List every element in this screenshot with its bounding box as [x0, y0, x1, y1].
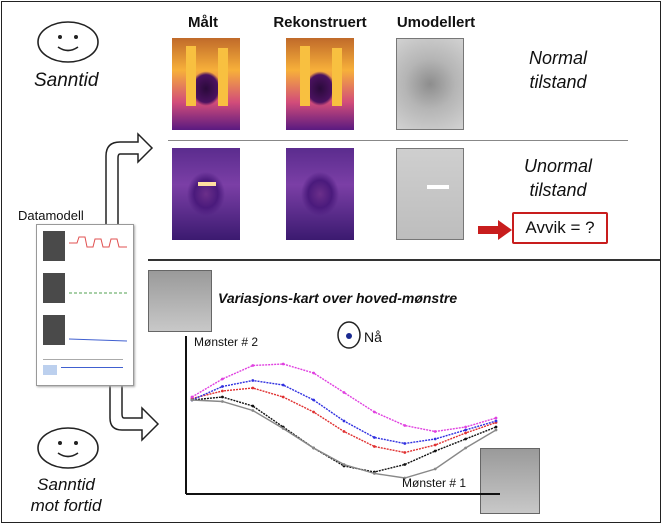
chart-point	[433, 467, 437, 471]
measured-normal-image	[172, 38, 240, 130]
chart-point	[312, 371, 315, 375]
chart-point	[403, 424, 407, 427]
chart-point	[251, 379, 255, 382]
abnormal-state-line2: tilstand	[529, 180, 587, 200]
chart-point	[403, 476, 407, 480]
chart-point	[190, 398, 194, 402]
chart-point	[464, 428, 467, 432]
chart-point	[433, 449, 437, 453]
chart-point	[251, 404, 255, 408]
chart-title: Variasjons-kart over hoved-mønstre	[218, 290, 458, 306]
now-label: Nå	[364, 329, 382, 345]
chart-point	[403, 451, 407, 454]
chart-point	[464, 425, 467, 429]
chart-point	[494, 425, 498, 429]
chart-point	[373, 410, 376, 414]
realtime-past-line2: mot fortid	[30, 496, 102, 515]
chart-point	[221, 377, 224, 381]
axis-x-label: Mønster # 1	[402, 476, 467, 490]
section-divider	[148, 259, 660, 261]
deviation-box: Avvik = ?	[512, 212, 608, 244]
unmodelled-abnormal-image	[396, 148, 464, 240]
normal-state-label: Normal tilstand	[508, 46, 608, 94]
curved-arrow-icon	[105, 132, 154, 231]
unmodelled-normal-image	[396, 38, 464, 130]
chart-point	[342, 463, 346, 466]
chart-point	[312, 398, 315, 402]
chart-point	[494, 416, 498, 420]
chart-point	[494, 428, 498, 432]
chart-point	[373, 445, 376, 448]
realtime-past-label: Sanntid mot fortid	[14, 474, 118, 516]
chart-point	[221, 389, 224, 393]
chart-point	[464, 446, 467, 450]
chart-point	[251, 386, 255, 390]
measured-abnormal-image	[172, 148, 240, 240]
abnormal-state-label: Unormal tilstand	[508, 154, 608, 202]
axis-y-label: Mønster # 2	[194, 335, 259, 349]
chart-point	[281, 362, 285, 366]
chart-point	[433, 430, 437, 433]
chart-point	[190, 395, 194, 399]
chart-point	[433, 443, 437, 447]
chart-point	[221, 385, 224, 388]
normal-state-line1: Normal	[528, 48, 587, 68]
chart-point	[494, 419, 498, 423]
chart-point	[312, 446, 315, 450]
smiley-face-bottom-icon	[37, 427, 99, 469]
chart-point	[221, 400, 224, 403]
data-model-label: Datamodell	[18, 208, 84, 223]
chart-point	[464, 437, 467, 441]
top-divider	[168, 140, 628, 141]
reconstructed-abnormal-image	[286, 148, 354, 240]
chart-point	[312, 410, 315, 414]
pattern-variation-chart	[185, 336, 500, 495]
column-header-measured: Målt	[188, 14, 218, 31]
pattern-structure-image-top	[148, 270, 212, 332]
curved-arrow-down-icon	[109, 384, 160, 442]
chart-point	[403, 463, 407, 466]
column-header-reconstructed: Rekonstruert	[273, 14, 367, 31]
chart-point	[281, 383, 285, 387]
realtime-past-line1: Sanntid	[37, 475, 95, 494]
reconstructed-normal-image	[286, 38, 354, 130]
column-header-unmodelled: Umodellert	[396, 14, 476, 31]
data-model-panel	[36, 224, 134, 386]
chart-point	[373, 472, 376, 475]
chart-point	[251, 364, 255, 367]
chart-point	[281, 427, 285, 430]
chart-point	[251, 409, 255, 412]
red-arrow-icon	[478, 220, 512, 240]
abnormal-state-line1: Unormal	[523, 156, 593, 176]
chart-point	[342, 391, 346, 394]
chart-point	[433, 437, 437, 441]
chart-point	[342, 430, 346, 433]
chart-point	[281, 395, 285, 399]
normal-state-line2: tilstand	[529, 72, 587, 92]
chart-point	[464, 431, 467, 435]
chart-point	[342, 419, 346, 423]
chart-point	[403, 442, 407, 445]
smiley-face-icon	[37, 21, 99, 63]
realtime-label: Sanntid	[34, 70, 99, 91]
now-marker	[337, 321, 361, 349]
chart-point	[221, 395, 224, 399]
chart-point	[373, 436, 376, 439]
pattern-structure-image-bottom	[480, 448, 540, 514]
